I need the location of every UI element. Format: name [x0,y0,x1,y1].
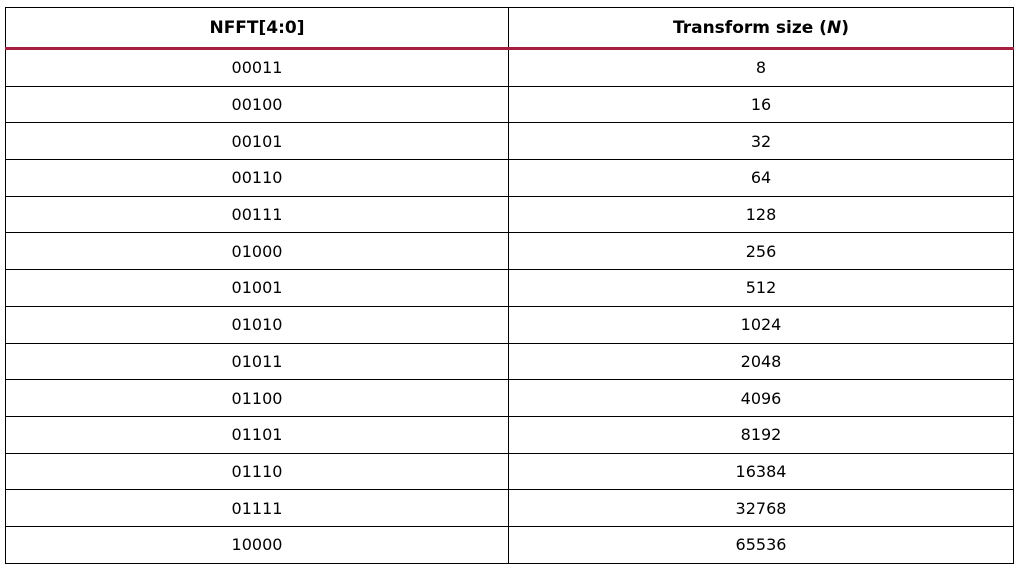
table-row: 10000 65536 [5,525,1014,564]
size-cell: 64 [508,159,1014,197]
table-body: 00011 8 00100 16 00101 32 00110 64 00111 128 … [5,48,1014,564]
header-row: NFFT[4:0] Transform size (N) [5,7,1014,50]
nfft-cell: 00100 [5,85,509,124]
nfft-cell: 01110 [5,452,509,491]
nfft-cell: 10000 [5,525,509,564]
nfft-transform-size-table-container: NFFT[4:0] Transform size (N) 00011 8 0010… [5,7,1014,564]
header-nfft: NFFT[4:0] [5,7,509,50]
nfft-cell: 01011 [5,342,509,381]
table-row: 01111 32768 [5,489,1014,527]
size-cell: 512 [508,269,1014,307]
table-row: 01100 4096 [5,379,1014,417]
table-row: 00100 16 [5,85,1014,124]
nfft-cell: 01101 [5,415,509,454]
nfft-cell: 00110 [5,159,509,197]
nfft-cell: 00111 [5,195,509,234]
nfft-cell: 00011 [5,48,509,87]
table-row: 01001 512 [5,269,1014,307]
size-cell: 8 [508,48,1014,87]
header-transform-size-prefix: Transform size ( [673,17,827,38]
header-transform-size-variable: N [826,17,842,38]
nfft-cell: 01100 [5,379,509,417]
size-cell: 256 [508,232,1014,271]
table-row: 01101 8192 [5,415,1014,454]
nfft-cell: 01001 [5,269,509,307]
table-row: 00110 64 [5,159,1014,197]
nfft-cell: 01010 [5,305,509,344]
table-row: 00011 8 [5,48,1014,87]
size-cell: 1024 [508,305,1014,344]
size-cell: 16 [508,85,1014,124]
header-transform-size-suffix: ) [841,17,849,38]
size-cell: 32 [508,122,1014,161]
table-row: 00101 32 [5,122,1014,161]
nfft-cell: 01000 [5,232,509,271]
size-cell: 128 [508,195,1014,234]
table-row: 00111 128 [5,195,1014,234]
table-row: 01011 2048 [5,342,1014,381]
table-row: 01000 256 [5,232,1014,271]
nfft-cell: 01111 [5,489,509,527]
nfft-transform-size-table: NFFT[4:0] Transform size (N) 00011 8 0010… [5,7,1014,564]
header-transform-size: Transform size (N) [508,7,1014,50]
table-row: 01110 16384 [5,452,1014,491]
size-cell: 8192 [508,415,1014,454]
size-cell: 32768 [508,489,1014,527]
size-cell: 2048 [508,342,1014,381]
table-header: NFFT[4:0] Transform size (N) [5,7,1014,50]
size-cell: 16384 [508,452,1014,491]
nfft-cell: 00101 [5,122,509,161]
table-row: 01010 1024 [5,305,1014,344]
size-cell: 4096 [508,379,1014,417]
size-cell: 65536 [508,525,1014,564]
